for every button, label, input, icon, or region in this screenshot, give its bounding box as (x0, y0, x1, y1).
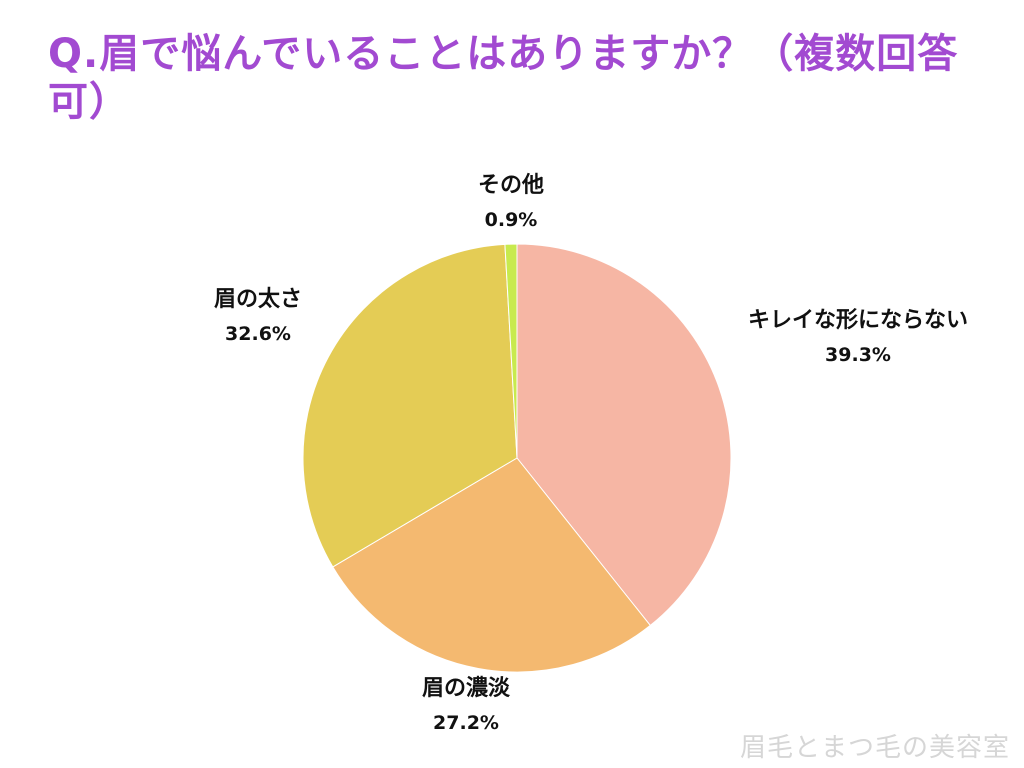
page-title: Q.眉で悩んでいることはありますか？（複数回答可） (48, 31, 959, 125)
slice-value-kirei-na-katachi: 39.3% (825, 344, 891, 366)
pie-slice-sonota (504, 243, 518, 459)
slice-label-mayu-no-futosa: 眉の太さ (214, 287, 302, 312)
slice-label-kirei-na-katachi: キレイな形にならない (748, 308, 968, 333)
slice-value-mayu-no-futosa: 32.6% (225, 323, 291, 345)
slice-value-mayu-no-noutan: 27.2% (433, 712, 499, 734)
slice-label-mayu-no-noutan: 眉の濃淡 (422, 676, 511, 701)
pie-slice-kirei-na-katachi (516, 243, 732, 627)
slice-label-sonota: その他 (478, 173, 544, 198)
watermark: 眉毛とまつ毛の美容室 (739, 733, 1010, 763)
pie-slice-mayu-no-noutan (332, 457, 651, 673)
slice-value-sonota: 0.9% (485, 209, 538, 231)
pie-slice-mayu-no-futosa (302, 243, 518, 568)
